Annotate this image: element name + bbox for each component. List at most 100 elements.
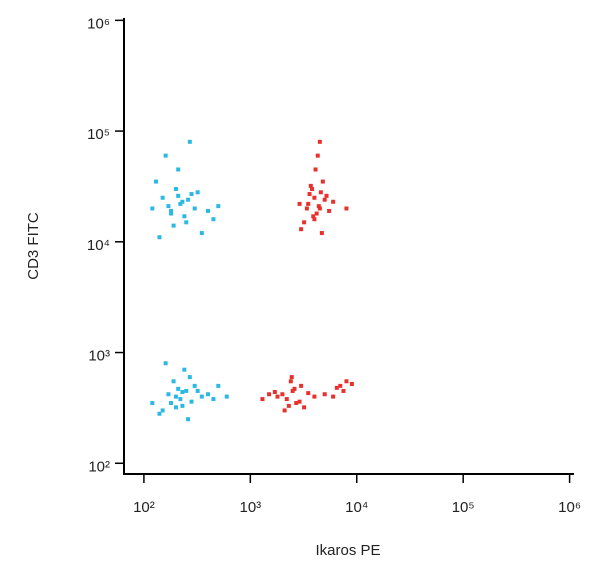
point bbox=[173, 186, 178, 191]
point bbox=[289, 375, 294, 380]
point bbox=[290, 388, 295, 393]
point bbox=[178, 397, 183, 402]
point bbox=[169, 208, 174, 213]
point bbox=[150, 401, 155, 406]
point bbox=[317, 206, 322, 211]
y-tick-label: 10⁴ bbox=[87, 237, 110, 254]
point bbox=[304, 206, 309, 211]
point bbox=[199, 231, 204, 236]
point bbox=[195, 388, 200, 393]
y-tick-label: 10² bbox=[88, 458, 110, 475]
point bbox=[173, 394, 178, 399]
point bbox=[176, 167, 181, 172]
point bbox=[211, 217, 216, 222]
point bbox=[267, 392, 272, 397]
x-tick-label: 10⁶ bbox=[558, 499, 581, 516]
point bbox=[344, 206, 349, 211]
point bbox=[318, 190, 323, 195]
point bbox=[216, 204, 221, 209]
point bbox=[308, 183, 313, 188]
point bbox=[171, 223, 176, 228]
point bbox=[307, 192, 312, 197]
point bbox=[310, 186, 315, 191]
point bbox=[306, 201, 311, 206]
point bbox=[275, 394, 280, 399]
point bbox=[189, 399, 194, 404]
point bbox=[171, 379, 176, 384]
point bbox=[311, 214, 316, 219]
point bbox=[169, 211, 174, 216]
x-tick-label: 10² bbox=[133, 499, 155, 516]
point bbox=[182, 367, 187, 372]
point bbox=[334, 385, 339, 390]
point bbox=[160, 408, 165, 413]
point bbox=[205, 208, 210, 213]
point bbox=[322, 197, 327, 202]
point bbox=[176, 386, 181, 391]
point bbox=[163, 153, 168, 158]
point bbox=[180, 199, 185, 204]
point bbox=[297, 201, 302, 206]
point bbox=[184, 220, 189, 225]
point bbox=[312, 217, 317, 222]
point bbox=[302, 405, 307, 410]
x-tick-label: 10³ bbox=[239, 499, 261, 516]
point bbox=[284, 397, 289, 402]
point bbox=[166, 204, 171, 209]
point bbox=[331, 394, 336, 399]
point bbox=[331, 199, 336, 204]
point bbox=[299, 227, 304, 232]
point bbox=[294, 401, 299, 406]
point bbox=[180, 403, 185, 408]
point bbox=[199, 394, 204, 399]
point bbox=[176, 193, 181, 198]
point bbox=[169, 401, 174, 406]
point bbox=[312, 394, 317, 399]
point bbox=[154, 179, 159, 184]
y-tick-label: 10³ bbox=[88, 348, 110, 365]
point bbox=[184, 388, 189, 393]
point bbox=[327, 208, 332, 213]
point bbox=[182, 214, 187, 219]
point bbox=[192, 206, 197, 211]
point bbox=[192, 383, 197, 388]
point bbox=[187, 375, 192, 380]
y-tick-label: 10⁵ bbox=[87, 126, 110, 143]
point bbox=[150, 206, 155, 211]
point bbox=[315, 153, 320, 158]
point bbox=[313, 167, 318, 172]
point bbox=[306, 391, 311, 396]
point bbox=[186, 417, 191, 422]
point bbox=[186, 197, 191, 202]
point bbox=[211, 397, 216, 402]
point bbox=[163, 361, 168, 366]
point bbox=[195, 190, 200, 195]
point bbox=[189, 192, 194, 197]
point bbox=[260, 397, 265, 402]
point bbox=[322, 392, 327, 397]
point bbox=[317, 139, 322, 144]
point bbox=[187, 139, 192, 144]
point bbox=[349, 381, 354, 386]
point bbox=[224, 394, 229, 399]
point bbox=[292, 386, 297, 391]
point bbox=[299, 383, 304, 388]
point bbox=[297, 399, 302, 404]
x-tick-label: 10⁴ bbox=[345, 499, 368, 516]
y-axis-label: CD3 FITC bbox=[25, 212, 42, 280]
point bbox=[166, 392, 171, 397]
point bbox=[157, 411, 162, 416]
point bbox=[178, 201, 183, 206]
point bbox=[316, 204, 321, 209]
point bbox=[180, 390, 185, 395]
point bbox=[286, 403, 291, 408]
point bbox=[288, 379, 293, 384]
point bbox=[280, 392, 285, 397]
point bbox=[312, 195, 317, 200]
point bbox=[324, 193, 329, 198]
point bbox=[173, 405, 178, 410]
x-axis-label: Ikaros PE bbox=[315, 542, 380, 559]
point bbox=[344, 379, 349, 384]
point bbox=[282, 408, 287, 413]
